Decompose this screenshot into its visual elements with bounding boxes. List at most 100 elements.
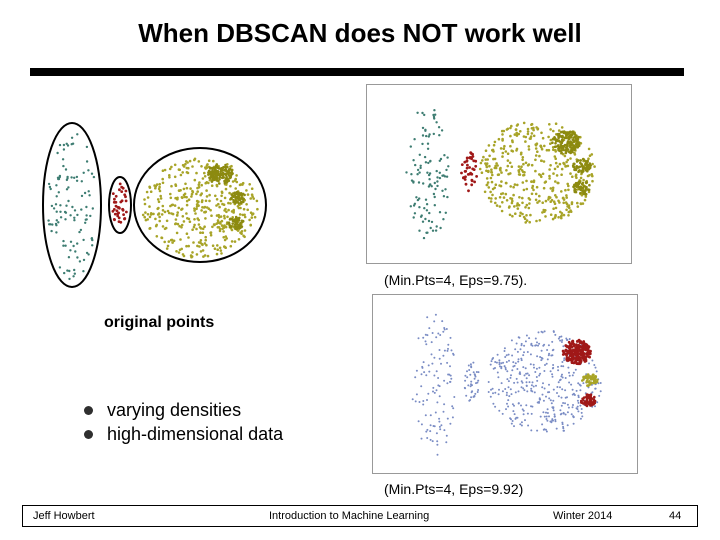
- data-point: [464, 387, 467, 390]
- data-point: [235, 174, 238, 177]
- data-point: [585, 393, 589, 397]
- data-point: [208, 193, 211, 197]
- data-point: [511, 403, 514, 406]
- data-point: [542, 411, 545, 414]
- data-point: [513, 381, 516, 384]
- data-point: [245, 203, 248, 206]
- data-point: [121, 207, 124, 211]
- data-point: [557, 365, 559, 368]
- data-point: [479, 161, 483, 165]
- data-point: [582, 382, 585, 385]
- data-point: [446, 195, 449, 199]
- data-point: [577, 346, 581, 350]
- data-point: [223, 214, 226, 218]
- data-point: [439, 334, 442, 336]
- data-point: [251, 213, 254, 216]
- data-point: [200, 192, 203, 195]
- original-points-plot: [42, 122, 267, 288]
- data-point: [505, 394, 508, 397]
- data-point: [500, 367, 503, 370]
- data-point: [415, 369, 418, 372]
- data-point: [85, 160, 89, 163]
- data-point: [446, 361, 449, 364]
- data-point: [512, 410, 515, 413]
- data-point: [431, 440, 434, 443]
- data-point: [502, 147, 506, 150]
- data-point: [176, 222, 180, 226]
- data-point: [181, 163, 185, 167]
- data-point: [569, 342, 572, 346]
- data-point: [579, 351, 583, 355]
- data-point: [168, 176, 171, 179]
- data-point: [582, 185, 586, 188]
- data-point: [429, 226, 432, 230]
- data-point: [510, 422, 513, 425]
- data-point: [594, 387, 597, 390]
- data-point: [430, 220, 434, 224]
- data-point: [84, 221, 87, 224]
- data-point: [593, 395, 596, 399]
- data-point: [243, 229, 247, 232]
- data-point: [485, 183, 489, 187]
- data-point: [201, 177, 205, 180]
- data-point: [510, 374, 512, 377]
- data-point: [227, 170, 231, 174]
- data-point: [511, 354, 514, 357]
- data-point: [508, 213, 512, 217]
- data-point: [571, 374, 574, 377]
- data-point: [174, 183, 177, 186]
- data-point: [563, 357, 566, 360]
- data-point: [505, 391, 508, 394]
- data-point: [470, 183, 474, 187]
- data-point: [592, 402, 595, 406]
- data-point: [524, 340, 527, 343]
- data-point: [196, 244, 199, 248]
- data-point: [424, 129, 427, 132]
- data-point: [491, 387, 494, 390]
- data-point: [579, 417, 582, 420]
- data-point: [157, 212, 161, 215]
- data-point: [596, 378, 599, 382]
- data-point: [585, 377, 589, 380]
- data-point: [163, 240, 166, 244]
- data-point: [463, 170, 467, 173]
- data-point: [546, 408, 549, 411]
- data-point: [78, 260, 82, 263]
- data-point: [582, 178, 585, 182]
- data-point: [227, 208, 230, 212]
- data-point: [180, 208, 183, 211]
- data-point: [222, 176, 225, 179]
- data-point: [530, 163, 534, 167]
- data-point: [577, 135, 580, 139]
- data-point: [547, 391, 549, 394]
- data-point: [530, 180, 533, 183]
- data-point: [439, 157, 443, 161]
- data-point: [152, 212, 155, 216]
- data-point: [534, 147, 538, 150]
- data-point: [539, 356, 542, 358]
- data-point: [211, 173, 215, 176]
- data-point: [507, 405, 510, 408]
- data-point: [504, 388, 507, 390]
- data-point: [544, 364, 546, 366]
- data-point: [588, 362, 590, 365]
- data-point: [574, 349, 578, 353]
- data-point: [530, 412, 533, 415]
- data-point: [478, 167, 482, 171]
- data-point: [448, 373, 451, 376]
- data-point: [549, 138, 553, 142]
- data-point: [525, 372, 528, 375]
- data-point: [144, 211, 147, 214]
- data-point: [578, 383, 581, 386]
- data-point: [197, 200, 200, 203]
- data-point: [573, 147, 577, 151]
- data-point: [111, 209, 115, 213]
- data-point: [175, 250, 178, 253]
- data-point: [579, 340, 583, 343]
- data-point: [511, 369, 514, 372]
- data-point: [222, 230, 225, 233]
- data-point: [549, 142, 552, 145]
- data-point: [180, 223, 184, 227]
- data-point: [197, 185, 201, 189]
- data-point: [51, 223, 54, 226]
